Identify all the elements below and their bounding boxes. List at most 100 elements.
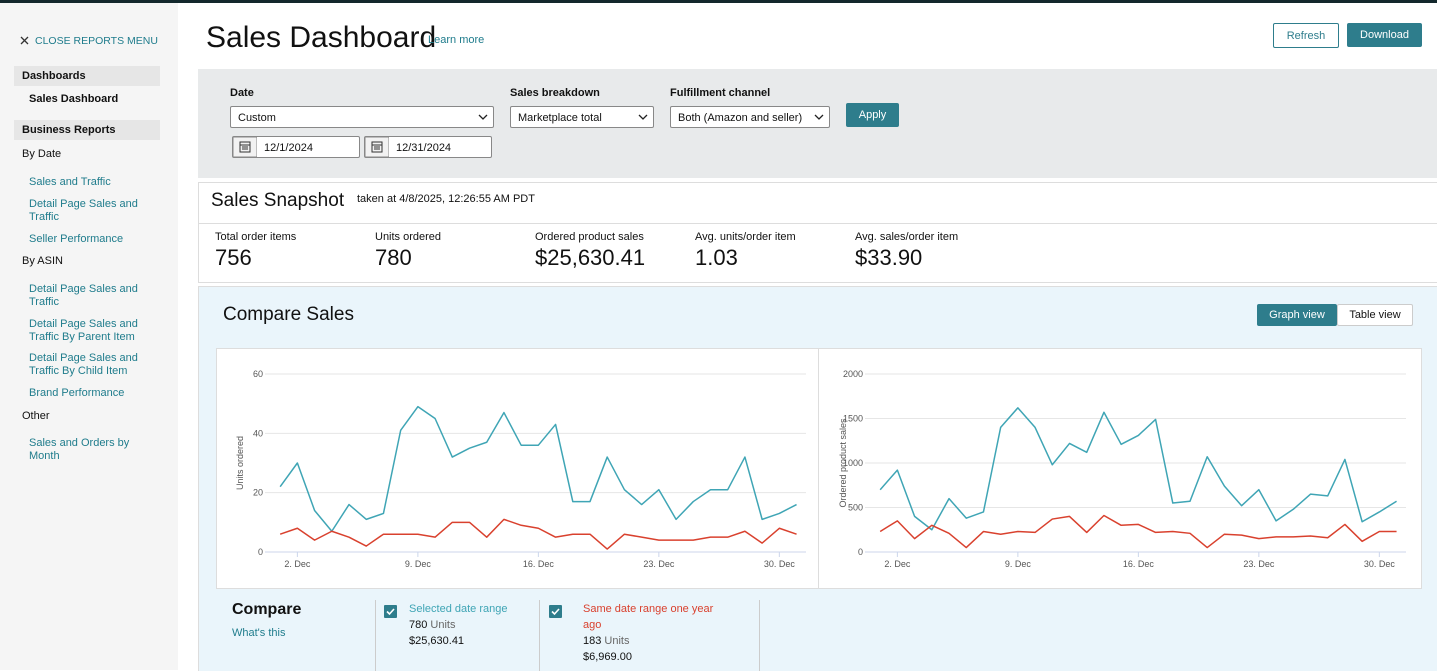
calendar-icon[interactable] — [233, 137, 257, 157]
snapshot-title: Sales Snapshot — [211, 190, 345, 211]
sidebar: CLOSE REPORTS MENU Dashboards Sales Dash… — [0, 3, 178, 670]
x-tick-label: 2. Dec — [884, 559, 911, 569]
y-tick-label: 20 — [253, 488, 263, 498]
y-tick-label: 1500 — [843, 414, 863, 424]
snapshot-time: taken at 4/8/2025, 12:26:55 AM PDT — [357, 193, 535, 205]
date-value: 12/31/2024 — [396, 142, 452, 154]
download-button[interactable]: Download — [1347, 23, 1422, 47]
calendar-icon[interactable] — [365, 137, 389, 157]
legend-sales: $25,630.41 — [409, 635, 465, 647]
filter-label: Sales breakdown — [510, 87, 600, 99]
x-tick-label: 9. Dec — [405, 559, 432, 569]
section-header: Business Reports — [14, 120, 160, 140]
channel-select[interactable]: Both (Amazon and seller) — [670, 106, 830, 128]
nav-link[interactable]: Detail Page Sales and Traffic — [29, 198, 138, 223]
legend-unit-label: Units — [430, 619, 456, 631]
units-chart: 0 20 40 60 2. Dec 9. Dec 16. Dec 23. Dec 30. Dec… — [235, 369, 806, 569]
filter-label: Date — [230, 87, 254, 99]
nav-link[interactable]: Detail Page Sales and Traffic By Child I… — [29, 352, 138, 377]
compare-section: Compare Sales Graph view Table view Comp… — [198, 286, 1437, 671]
y-tick-label: 500 — [848, 503, 863, 513]
metric-value: 1.03 — [695, 245, 738, 270]
legend-unit-label: Units — [604, 635, 630, 647]
x-tick-label: 9. Dec — [1005, 559, 1032, 569]
nav-link[interactable]: Brand Performance — [29, 387, 125, 399]
refresh-button[interactable]: Refresh — [1273, 23, 1339, 48]
nav-item[interactable]: Sales Dashboard — [29, 93, 119, 105]
nav-link[interactable]: Detail Page Sales and Traffic By Parent … — [29, 318, 138, 343]
page-title: Sales Dashboard — [206, 21, 437, 54]
legend-units: 183 — [583, 635, 602, 647]
metric-label: Ordered product sales — [535, 231, 644, 243]
x-tick-label: 23. Dec — [643, 559, 675, 569]
snapshot: Sales Snapshot taken at 4/8/2025, 12:26:… — [198, 182, 1437, 283]
chevron — [478, 114, 488, 120]
checkbox[interactable] — [384, 605, 397, 618]
divider — [818, 349, 819, 588]
select-value: Both (Amazon and seller) — [678, 112, 803, 124]
y-tick-label: 2000 — [843, 369, 863, 379]
nav-link[interactable]: Sales and Orders by Month — [29, 437, 130, 462]
divider — [199, 223, 1437, 224]
group-label: By ASIN — [22, 255, 63, 267]
legend-name: Selected date range — [409, 603, 508, 615]
chevron — [814, 114, 824, 120]
legend-help[interactable]: What's this — [232, 627, 286, 639]
table-view-button[interactable]: Table view — [1337, 304, 1413, 326]
legend-units: 780 — [409, 619, 428, 631]
y-tick-label: 0 — [858, 547, 863, 557]
metric-value: $25,630.41 — [535, 245, 646, 270]
metric-label: Units ordered — [375, 231, 442, 243]
nav-link[interactable]: Sales and Traffic — [29, 176, 111, 188]
group-label: Other — [22, 410, 50, 422]
y-tick-label: 60 — [253, 369, 263, 379]
legend-item: Selected date range 780 Units $25,630.41 — [409, 601, 507, 649]
y-tick-label: 0 — [258, 547, 263, 557]
y-tick-label: 1000 — [843, 458, 863, 468]
end-date[interactable]: 12/31/2024 — [364, 136, 492, 158]
y-axis-label: Units ordered — [235, 436, 245, 490]
sales-chart: 0 500 1000 1500 2000 2. Dec 9. Dec 16. Dec 23. D… — [838, 369, 1406, 569]
start-date[interactable]: 12/1/2024 — [232, 136, 360, 158]
y-axis-label: Ordered product sales — [838, 418, 848, 508]
select-value: Marketplace total — [518, 112, 602, 124]
filter-bar: Date Custom 12/1/2024 12/31/2024 Sales b… — [198, 69, 1437, 178]
metric-label: Total order items — [215, 231, 297, 243]
checkbox[interactable] — [549, 605, 562, 618]
apply-button[interactable]: Apply — [846, 103, 899, 127]
close-menu[interactable]: CLOSE REPORTS MENU — [35, 35, 158, 47]
x-tick-label: 2. Dec — [284, 559, 311, 569]
y-tick-label: 40 — [253, 428, 263, 438]
select-value: Custom — [238, 112, 276, 124]
top-bar — [0, 0, 1437, 3]
close-icon[interactable] — [20, 36, 29, 45]
graph-view-button[interactable]: Graph view — [1257, 304, 1337, 326]
metric-label: Avg. sales/order item — [855, 231, 959, 243]
legend-name: Same date range one year ago — [583, 603, 714, 631]
compare-title: Compare Sales — [223, 304, 354, 325]
divider — [539, 600, 540, 671]
series-line — [279, 518, 797, 550]
breakdown-select[interactable]: Marketplace total — [510, 106, 654, 128]
metric-value: $33.90 — [855, 245, 923, 270]
x-tick-label: 16. Dec — [1123, 559, 1155, 569]
filter-label: Fulfillment channel — [670, 87, 771, 99]
metric-value: 780 — [375, 245, 412, 270]
series-line — [879, 514, 1397, 549]
legend-sales: $6,969.00 — [583, 651, 632, 663]
series-line — [279, 405, 797, 532]
charts-panel — [216, 348, 1422, 589]
legend-item: Same date range one year ago 183 Units $… — [583, 601, 728, 665]
date-select[interactable]: Custom — [230, 106, 494, 128]
x-tick-label: 16. Dec — [523, 559, 555, 569]
nav-link[interactable]: Seller Performance — [29, 233, 124, 245]
nav-link[interactable]: Detail Page Sales and Traffic — [29, 283, 138, 308]
series-line — [879, 407, 1397, 531]
metric-value: 756 — [215, 245, 252, 270]
date-value: 12/1/2024 — [264, 142, 313, 154]
x-tick-label: 30. Dec — [1364, 559, 1396, 569]
divider — [759, 600, 760, 671]
learn-more[interactable]: Learn more — [428, 34, 485, 46]
x-tick-label: 23. Dec — [1243, 559, 1275, 569]
